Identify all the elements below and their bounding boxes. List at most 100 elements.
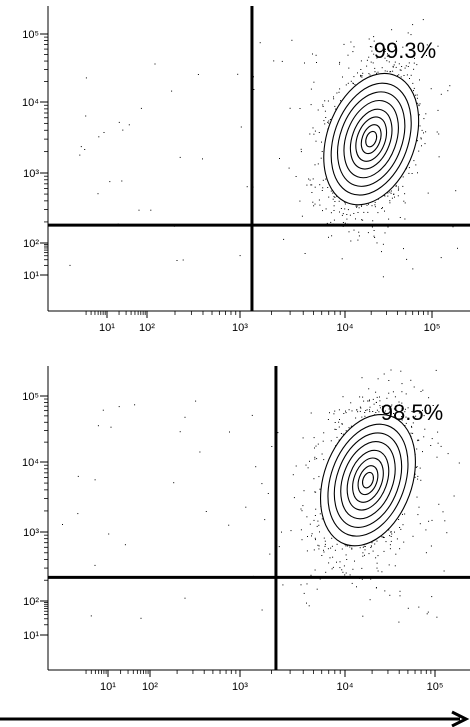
event-dot (389, 544, 391, 546)
event-dot (316, 525, 318, 527)
event-dot (442, 511, 444, 513)
event-dot (77, 513, 79, 515)
event-dot (390, 531, 392, 533)
event-dot (422, 451, 423, 453)
event-dot (182, 259, 184, 261)
event-dot (318, 524, 320, 526)
event-dot (376, 587, 377, 589)
event-dot (403, 248, 404, 250)
event-dot (395, 66, 397, 68)
event-dot (424, 428, 426, 430)
event-dot (390, 540, 392, 542)
event-dot (197, 74, 199, 75)
event-dot (408, 62, 410, 64)
event-dot (404, 193, 406, 195)
event-dot (369, 74, 371, 76)
event-dot (401, 383, 403, 385)
event-dot (357, 72, 358, 74)
event-dot (322, 179, 324, 181)
event-dot (420, 138, 422, 140)
event-dot (355, 218, 356, 220)
event-dot (418, 114, 420, 116)
event-dot (336, 436, 338, 438)
event-dot (342, 222, 344, 223)
event-dot (367, 400, 369, 402)
event-dot (360, 76, 362, 78)
event-dot (322, 187, 324, 189)
event-dot (324, 100, 326, 102)
event-dot (379, 396, 380, 398)
event-dot (338, 91, 340, 93)
event-dot (416, 418, 417, 420)
event-dot (369, 599, 371, 601)
event-dot (364, 546, 366, 547)
event-dot (423, 118, 425, 120)
y-tick-label: 10⁴ (22, 457, 39, 469)
event-dot (383, 550, 385, 552)
event-dot (400, 528, 402, 530)
event-dot (412, 24, 414, 26)
event-dot (314, 537, 316, 539)
event-dot (77, 475, 79, 477)
event-dot (345, 430, 347, 432)
event-dot (426, 44, 428, 46)
event-dot (356, 206, 358, 208)
event-dot (399, 217, 401, 218)
event-dot (310, 184, 312, 186)
event-dot (138, 209, 140, 211)
event-dot (369, 399, 370, 401)
event-dot (362, 555, 364, 557)
event-dot (390, 71, 392, 73)
event-dot (440, 445, 442, 447)
event-dot (388, 380, 390, 381)
event-dot (361, 567, 363, 569)
event-dot (102, 409, 104, 411)
event-dot (324, 540, 326, 542)
event-dot (373, 230, 375, 231)
event-dot (372, 62, 374, 64)
event-dot (344, 203, 346, 205)
event-dot (341, 258, 343, 260)
event-dot (390, 369, 392, 371)
event-dot (353, 229, 355, 231)
event-dot (418, 150, 420, 152)
event-dot (347, 545, 349, 547)
event-dot (85, 77, 87, 79)
event-dot (370, 61, 372, 63)
event-dot (413, 62, 415, 64)
event-dot (398, 74, 400, 76)
event-dot (312, 127, 314, 129)
event-dot (391, 29, 393, 31)
event-dot (304, 62, 305, 64)
event-dot (325, 208, 327, 210)
event-dot (403, 541, 405, 543)
event-dot (411, 426, 413, 428)
event-dot (405, 422, 407, 424)
x-tick-label: 10³ (232, 322, 248, 334)
y-tick-label: 10⁵ (22, 391, 39, 403)
event-dot (425, 529, 427, 531)
event-dot (437, 45, 439, 47)
event-dot (338, 200, 340, 202)
event-dot (334, 105, 336, 107)
event-dot (109, 181, 111, 183)
event-dot (394, 61, 396, 63)
event-dot (389, 202, 391, 204)
event-dot (310, 412, 312, 414)
y-ticks-bottom: 10¹ 10² 10³ 10⁴ 10⁵ (22, 391, 48, 642)
event-dot (309, 179, 311, 181)
event-dot (417, 102, 419, 104)
event-dot (332, 556, 334, 558)
event-dot (98, 136, 100, 138)
event-dot (184, 597, 186, 599)
event-dot (417, 172, 418, 174)
contour-ring (340, 441, 396, 520)
x-ticks-top: 10¹ 10² 10³ 10⁴ 10⁵ (85, 311, 440, 334)
event-dot (358, 207, 360, 209)
event-dot (318, 476, 320, 478)
event-dot (313, 205, 315, 207)
event-dot (381, 208, 383, 209)
event-dot (358, 231, 360, 233)
event-dot (342, 213, 344, 215)
event-dot (395, 54, 397, 56)
